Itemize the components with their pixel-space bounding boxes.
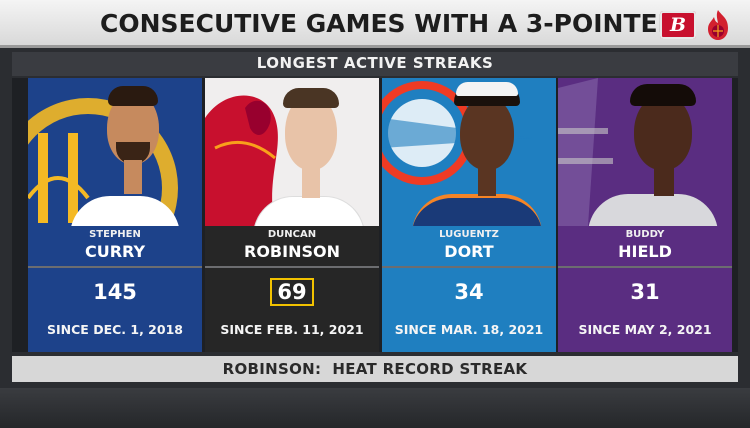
- card-divider: [382, 266, 556, 268]
- footer-bar: ROBINSON: HEAT RECORD STREAK: [12, 356, 738, 382]
- footer-note: ROBINSON: HEAT RECORD STREAK: [222, 360, 528, 378]
- player-card-curry: STEPHEN CURRY 145 SINCE DEC. 1, 2018: [28, 78, 202, 352]
- card-divider: [205, 266, 379, 268]
- player-first-name: BUDDY: [625, 229, 665, 240]
- subtitle: LONGEST ACTIVE STREAKS: [256, 54, 494, 72]
- card-divider: [558, 266, 732, 268]
- streak-value: 145: [93, 280, 137, 304]
- player-name: DUNCAN ROBINSON: [205, 226, 379, 266]
- player-card-hield: BUDDY HIELD 31 SINCE MAY 2, 2021: [558, 78, 732, 352]
- stat-box: 69 SINCE FEB. 11, 2021: [205, 268, 379, 352]
- streak-since: SINCE DEC. 1, 2018: [47, 322, 183, 337]
- player-photo: [28, 78, 202, 226]
- streak-value: 34: [454, 280, 484, 304]
- stat-box: 145 SINCE DEC. 1, 2018: [28, 268, 202, 352]
- player-photo: [382, 78, 556, 226]
- graphic-title: CONSECUTIVE GAMES WITH A 3-POINTER: [100, 9, 677, 38]
- streak-since: SINCE MAR. 18, 2021: [394, 322, 544, 337]
- player-photo: [205, 78, 379, 226]
- bottom-strip: [0, 388, 750, 428]
- streak-since: SINCE FEB. 11, 2021: [220, 322, 364, 337]
- player-last-name: CURRY: [84, 242, 146, 261]
- team-logo-backdrop: [558, 78, 613, 226]
- player-name: LUGUENTZ DORT: [382, 226, 556, 266]
- player-photo: [558, 78, 732, 226]
- streak-since: SINCE MAY 2, 2021: [578, 322, 712, 337]
- streak-value-highlighted: 69: [205, 278, 379, 306]
- card-divider: [28, 266, 202, 268]
- player-card-robinson: DUNCAN ROBINSON 69 SINCE FEB. 11, 2021: [205, 78, 379, 352]
- player-first-name: DUNCAN: [267, 229, 317, 240]
- player-name: BUDDY HIELD: [558, 226, 732, 266]
- player-last-name: HIELD: [618, 242, 672, 261]
- player-last-name: ROBINSON: [244, 242, 340, 261]
- title-bar: CONSECUTIVE GAMES WITH A 3-POINTER B: [0, 0, 750, 48]
- player-last-name: DORT: [444, 242, 494, 261]
- team-logo-backdrop: [205, 95, 278, 226]
- player-first-name: LUGUENTZ: [439, 229, 499, 240]
- player-name: STEPHEN CURRY: [28, 226, 202, 266]
- player-card-dort: LUGUENTZ DORT 34 SINCE MAR. 18, 2021: [382, 78, 556, 352]
- subtitle-bar: LONGEST ACTIVE STREAKS: [12, 52, 738, 76]
- b-icon: B: [660, 11, 696, 39]
- heat-icon: [708, 10, 728, 40]
- player-first-name: STEPHEN: [89, 229, 141, 240]
- stat-box: 31 SINCE MAY 2, 2021: [558, 268, 732, 352]
- streak-value: 31: [630, 280, 660, 304]
- stat-box: 34 SINCE MAR. 18, 2021: [382, 268, 556, 352]
